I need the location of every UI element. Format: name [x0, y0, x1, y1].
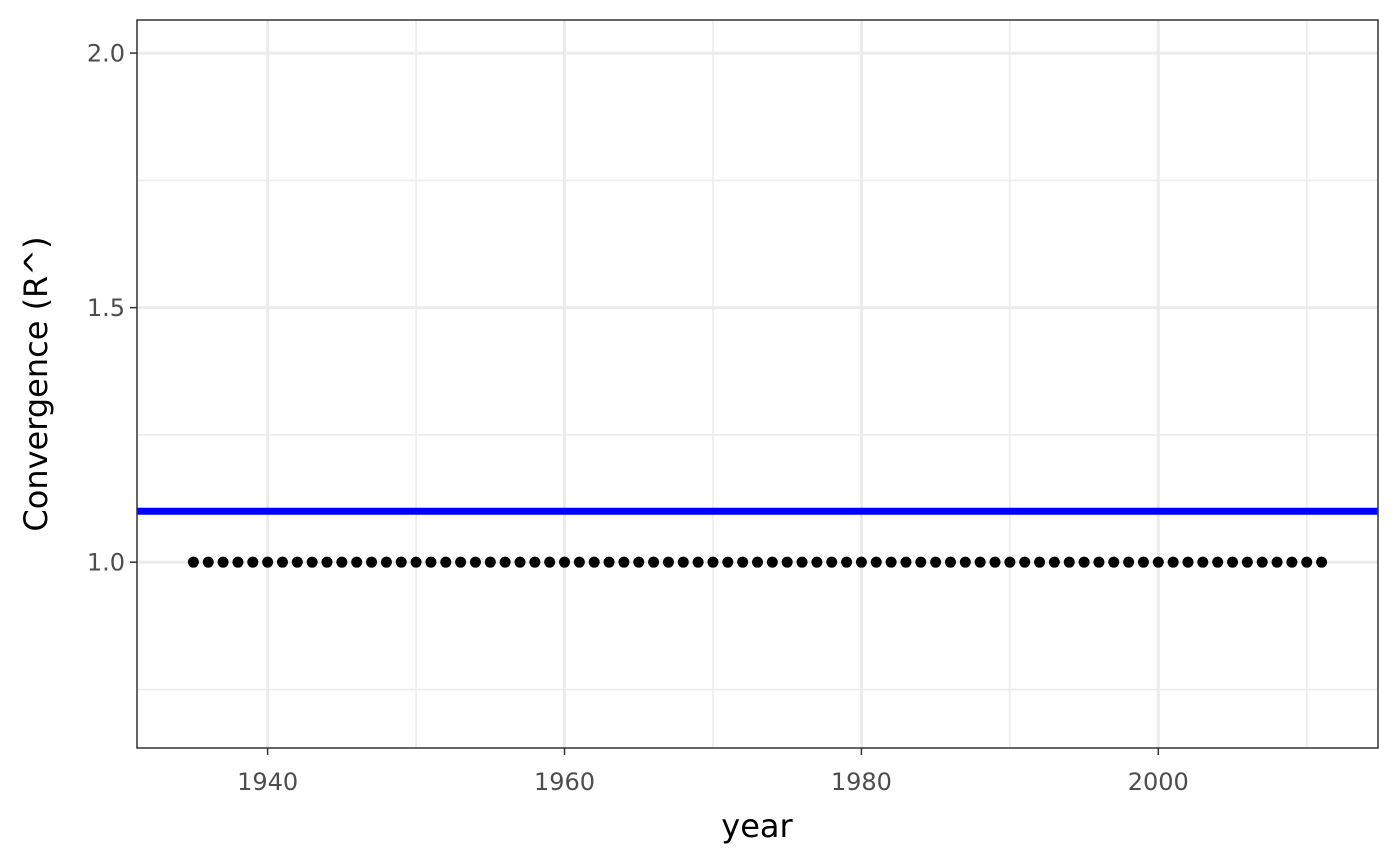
data-point — [811, 556, 823, 568]
points-layer — [187, 556, 1328, 568]
data-point — [1078, 556, 1090, 568]
x-axis: 1940 1960 1980 2000 — [237, 748, 1189, 796]
data-point — [440, 556, 452, 568]
data-point — [276, 556, 288, 568]
data-point — [959, 556, 971, 568]
data-point — [1301, 556, 1313, 568]
x-tick-label: 1960 — [534, 768, 595, 796]
data-point — [841, 556, 853, 568]
data-point — [1212, 556, 1224, 568]
data-point — [202, 556, 214, 568]
data-point — [603, 556, 615, 568]
data-point — [291, 556, 303, 568]
data-point — [217, 556, 229, 568]
data-point — [974, 556, 986, 568]
y-tick-label: 2.0 — [87, 40, 125, 68]
data-point — [484, 556, 496, 568]
data-point — [781, 556, 793, 568]
data-point — [915, 556, 927, 568]
y-tick-label: 1.0 — [87, 549, 125, 577]
data-point — [336, 556, 348, 568]
x-tick-label: 2000 — [1128, 768, 1189, 796]
data-point — [662, 556, 674, 568]
data-point — [737, 556, 749, 568]
data-point — [395, 556, 407, 568]
data-point — [752, 556, 763, 568]
data-point — [499, 556, 511, 568]
data-point — [826, 556, 838, 568]
grid-minor — [137, 20, 1378, 748]
data-point — [380, 556, 392, 568]
y-axis: 1.0 1.5 2.0 — [87, 40, 137, 577]
x-tick-label: 1980 — [831, 768, 892, 796]
data-point — [766, 556, 778, 568]
data-point — [1137, 556, 1149, 568]
data-point — [1316, 556, 1328, 568]
x-axis-title: year — [721, 807, 793, 845]
data-point — [410, 556, 422, 568]
data-point — [469, 556, 481, 568]
plot-panel — [137, 20, 1378, 748]
data-point — [618, 556, 630, 568]
data-point — [306, 556, 318, 568]
data-point — [885, 556, 897, 568]
data-point — [321, 556, 333, 568]
data-point — [707, 556, 719, 568]
data-point — [455, 556, 467, 568]
data-point — [722, 556, 734, 568]
data-point — [796, 556, 808, 568]
y-axis-title: Convergence (R^) — [17, 236, 55, 531]
data-point — [692, 556, 704, 568]
data-point — [1152, 556, 1164, 568]
data-point — [573, 556, 585, 568]
data-point — [870, 556, 882, 568]
data-point — [1123, 556, 1135, 568]
data-point — [262, 556, 274, 568]
data-point — [930, 556, 942, 568]
data-point — [989, 556, 1001, 568]
data-point — [529, 556, 541, 568]
data-point — [944, 556, 956, 568]
data-point — [366, 556, 378, 568]
data-point — [1034, 556, 1046, 568]
data-point — [1197, 556, 1209, 568]
data-point — [633, 556, 645, 568]
data-point — [187, 556, 199, 568]
plot-border — [136, 19, 1379, 749]
data-point — [1004, 556, 1016, 568]
data-point — [425, 556, 437, 568]
data-point — [1167, 556, 1179, 568]
data-point — [514, 556, 526, 568]
y-tick-label: 1.5 — [87, 294, 125, 322]
data-point — [559, 556, 571, 568]
x-tick-label: 1940 — [237, 768, 298, 796]
data-point — [544, 556, 556, 568]
data-point — [677, 556, 689, 568]
data-point — [1182, 556, 1194, 568]
data-point — [1286, 556, 1298, 568]
data-point — [855, 556, 867, 568]
data-point — [1241, 556, 1253, 568]
data-point — [648, 556, 660, 568]
data-point — [1271, 556, 1283, 568]
data-point — [1048, 556, 1060, 568]
data-point — [232, 556, 244, 568]
data-point — [1256, 556, 1268, 568]
data-point — [247, 556, 259, 568]
data-point — [1227, 556, 1239, 568]
data-point — [1093, 556, 1105, 568]
data-point — [1063, 556, 1075, 568]
data-point — [588, 556, 600, 568]
data-point — [1019, 556, 1031, 568]
data-point — [900, 556, 912, 568]
data-point — [1108, 556, 1120, 568]
data-point — [351, 556, 363, 568]
